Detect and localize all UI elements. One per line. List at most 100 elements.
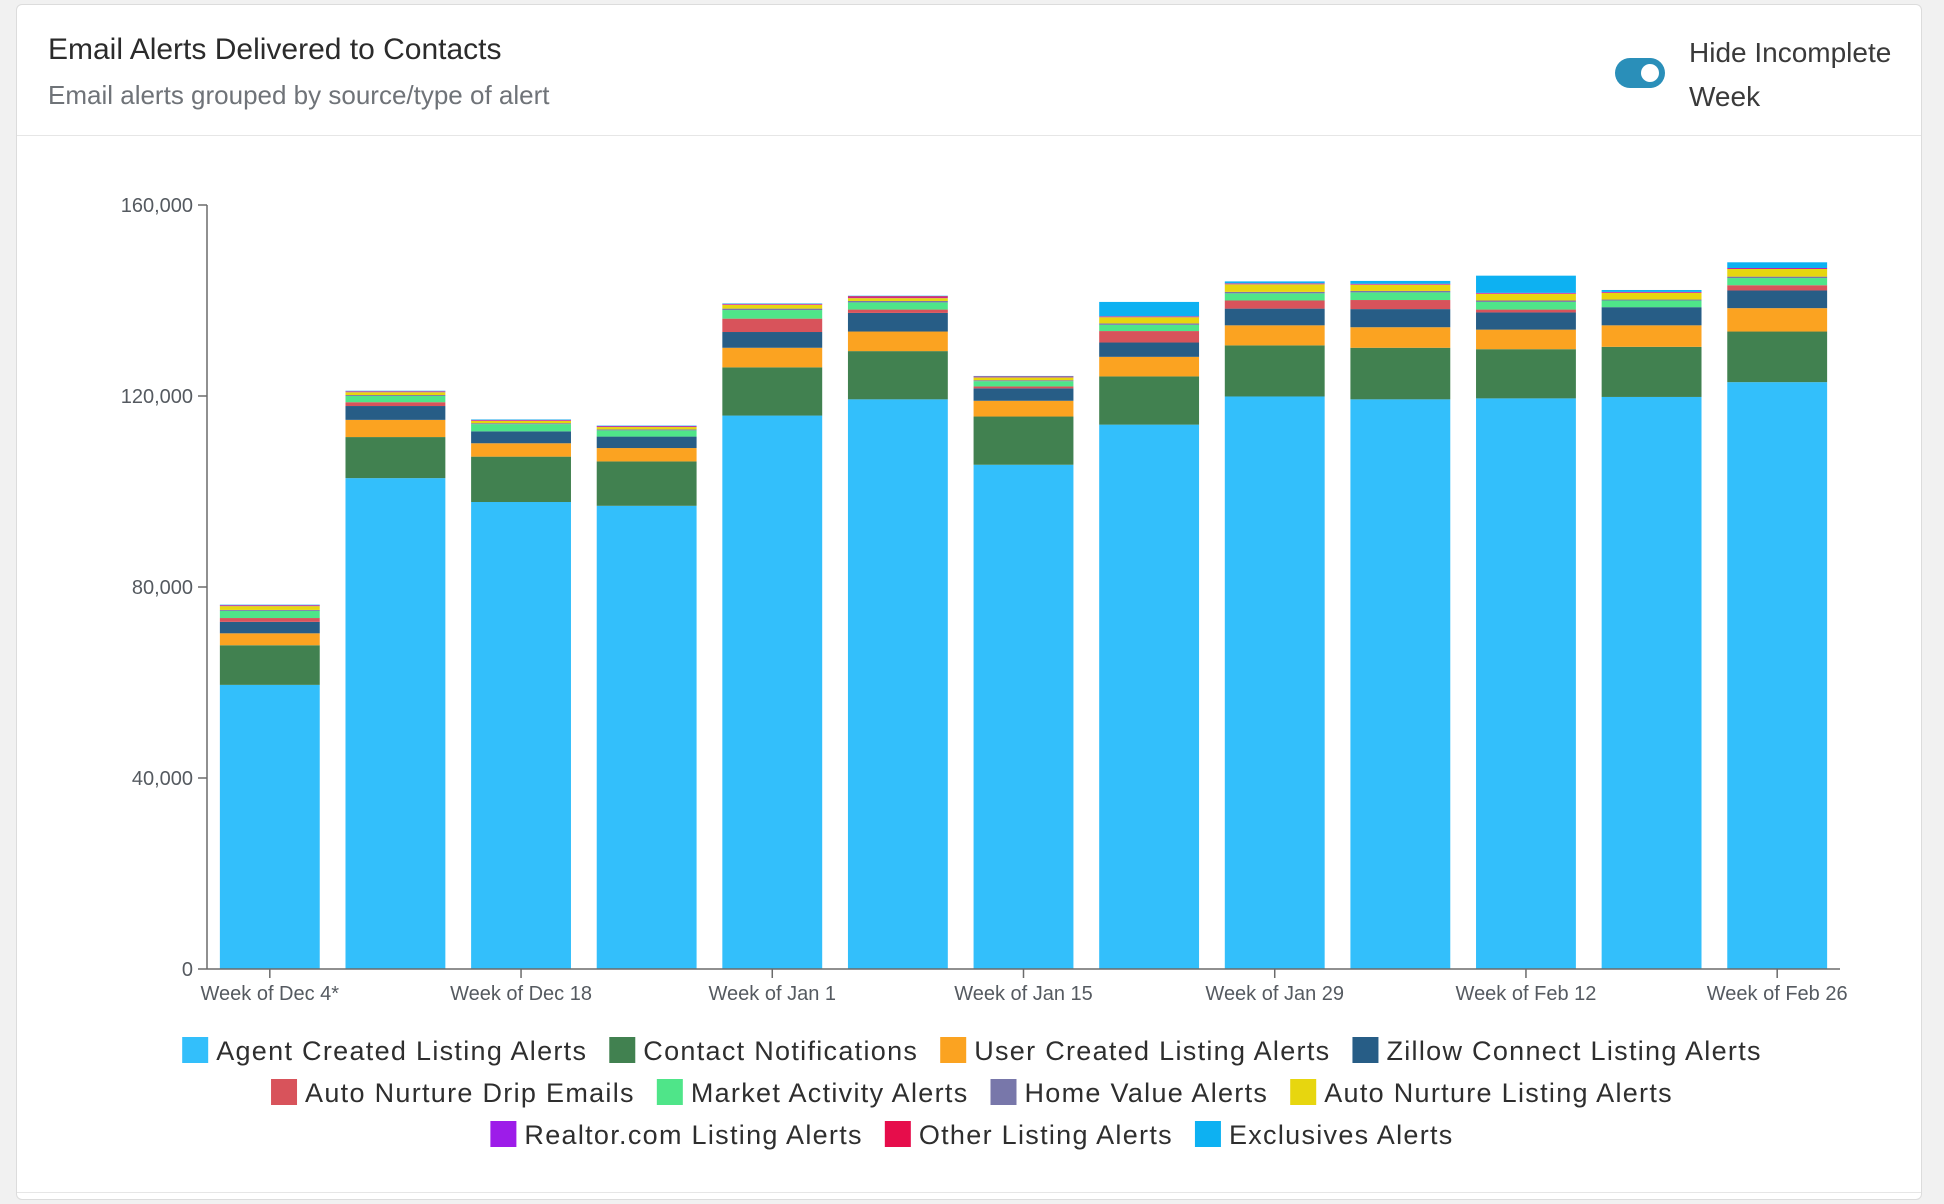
toggle-knob xyxy=(1641,64,1659,82)
bar-segment xyxy=(1476,293,1576,301)
bar-segment xyxy=(596,427,697,430)
bar-segment xyxy=(1099,356,1200,377)
hide-incomplete-week-toggle[interactable] xyxy=(1615,58,1665,88)
toggle-label: Hide Incomplete Week xyxy=(1689,37,1892,112)
legend-swatch xyxy=(884,1121,911,1147)
bar-segment xyxy=(1224,345,1325,397)
bar-segment xyxy=(1099,317,1200,324)
bar-segment xyxy=(219,633,320,646)
bar-segment xyxy=(1476,300,1576,302)
bar-segment xyxy=(1727,308,1828,332)
x-tick-label: Week of Jan 1 xyxy=(709,983,836,1005)
legend-swatch xyxy=(656,1079,683,1105)
bar-segment xyxy=(1601,346,1702,397)
bar-segment xyxy=(345,437,446,479)
legend-swatch xyxy=(182,1037,209,1063)
bar-segment xyxy=(722,367,823,416)
bar-segment xyxy=(471,456,571,503)
bar-segment xyxy=(596,461,697,506)
x-tick-label: Week of Dec 18 xyxy=(450,983,592,1005)
bar-segment xyxy=(1476,398,1576,969)
bar-segment xyxy=(1727,262,1828,269)
bar-segment xyxy=(722,347,823,368)
bar-segment xyxy=(1224,396,1325,969)
bar-segment xyxy=(973,464,1074,969)
bar-segment xyxy=(471,423,571,425)
bar-segment xyxy=(1601,292,1702,300)
bar-segment xyxy=(1601,300,1702,308)
bar-segment xyxy=(1727,290,1828,309)
bar-segment xyxy=(722,304,823,309)
bar-segment xyxy=(847,351,948,400)
bar-segment xyxy=(345,419,446,438)
bar-segment xyxy=(1476,301,1576,310)
bar-segment xyxy=(1224,284,1325,292)
bar-segment xyxy=(973,381,1074,387)
bar-segment xyxy=(219,645,320,685)
x-tick-label: Week of Jan 15 xyxy=(954,983,1093,1005)
y-tick-label: 80,000 xyxy=(132,577,193,599)
bar-segment xyxy=(1099,342,1200,357)
bar-segment xyxy=(219,609,320,611)
bar-segment xyxy=(1727,278,1828,286)
bar-segment xyxy=(219,618,320,622)
bar-segment xyxy=(722,310,823,319)
bar-segment xyxy=(722,318,823,333)
legend-swatch xyxy=(490,1121,517,1147)
bar-segment xyxy=(1476,329,1576,350)
bar-segment xyxy=(1727,276,1828,279)
legend-label: Zillow Connect Listing Alerts xyxy=(1386,1036,1761,1066)
legend-label: Other Listing Alerts xyxy=(919,1120,1173,1150)
bar-segment xyxy=(471,431,571,444)
bar-segment xyxy=(973,377,1074,381)
bar-segment xyxy=(1727,331,1828,383)
bar-segment xyxy=(1224,325,1325,346)
legend-swatch xyxy=(990,1079,1017,1105)
x-tick-label: Week of Feb 12 xyxy=(1456,983,1597,1005)
x-tick-label: Week of Jan 29 xyxy=(1205,983,1344,1005)
bar-segment xyxy=(1224,293,1325,301)
bar-segment xyxy=(1099,324,1200,332)
legend-swatch xyxy=(271,1079,298,1105)
x-tick-label: Week of Dec 4* xyxy=(201,983,340,1005)
bar-segment xyxy=(1601,289,1702,292)
bar-segment xyxy=(1350,280,1451,284)
bar-segment xyxy=(345,396,446,403)
bar-segment xyxy=(847,302,948,310)
bar-segment xyxy=(345,406,446,420)
legend-label: Contact Notifications xyxy=(643,1036,918,1066)
bar-segment xyxy=(1099,424,1200,969)
bar-segment xyxy=(847,331,948,352)
bar-segment xyxy=(1099,331,1200,343)
bar-segment xyxy=(1099,376,1200,425)
legend-swatch xyxy=(1352,1037,1379,1063)
bar-segment xyxy=(1350,309,1451,328)
bar-segment xyxy=(345,392,446,396)
bar-segment xyxy=(1350,399,1451,969)
bar-segment xyxy=(1476,275,1576,293)
bar-segment xyxy=(973,400,1074,417)
bar-segment xyxy=(722,415,823,969)
card-footer-divider xyxy=(17,1192,1921,1199)
bar-segment xyxy=(471,424,571,432)
legend-swatch xyxy=(940,1037,967,1063)
y-tick-label: 0 xyxy=(182,959,193,981)
bar-segment xyxy=(596,436,697,449)
legend-label: Agent Created Listing Alerts xyxy=(216,1036,587,1066)
y-tick-label: 160,000 xyxy=(121,195,193,217)
bar-segment xyxy=(219,684,320,969)
bar-segment xyxy=(973,416,1074,465)
legend-label: User Created Listing Alerts xyxy=(974,1036,1330,1066)
bar-segment xyxy=(219,606,320,610)
bar-segment xyxy=(973,386,1074,389)
bar-segment xyxy=(847,312,948,332)
bar-segment xyxy=(1224,291,1325,294)
bar-segment xyxy=(596,505,697,969)
bar-segment xyxy=(1350,347,1451,400)
bar-segment xyxy=(1224,300,1325,309)
bar-segment xyxy=(219,621,320,634)
bar-segment xyxy=(1476,312,1576,330)
bar-segment xyxy=(847,399,948,969)
legend-label: Exclusives Alerts xyxy=(1229,1120,1454,1150)
